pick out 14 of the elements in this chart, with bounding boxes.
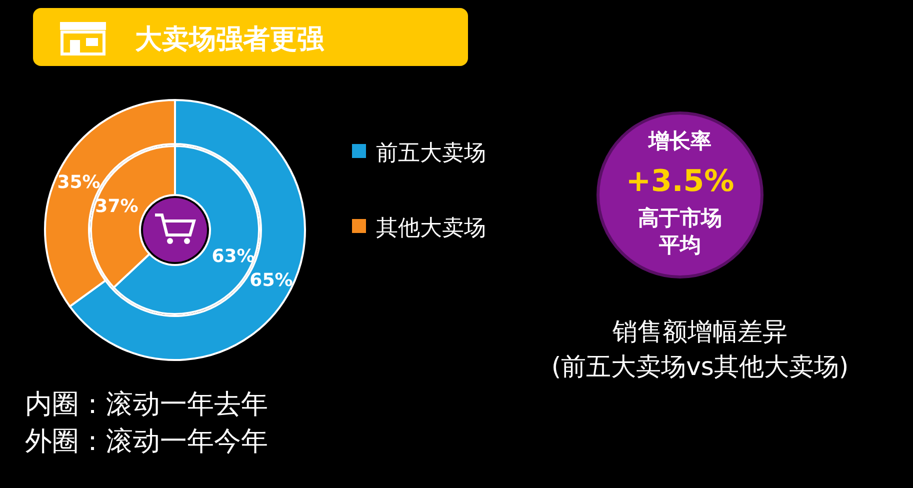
data-label: 35% (57, 172, 100, 193)
text: 高于市场平均 (638, 206, 722, 257)
text: 内圈：滚动一年去年 (25, 389, 268, 420)
text: +3.5% (626, 164, 734, 199)
data-label: 37% (95, 196, 138, 217)
legend-label: 其他大卖场 (376, 216, 486, 241)
text: 外圈：滚动一年今年 (25, 426, 268, 457)
chart-title: 大卖场强者更强 (135, 24, 325, 55)
data-label: 63% (212, 246, 255, 268)
text: 增长率 (648, 129, 712, 153)
legend-label: 前五大卖场 (376, 141, 486, 166)
text: 销售额增幅差异 (612, 317, 788, 346)
text: (前五大卖场vs其他大卖场) (551, 352, 849, 381)
data-label: 65% (250, 270, 293, 292)
